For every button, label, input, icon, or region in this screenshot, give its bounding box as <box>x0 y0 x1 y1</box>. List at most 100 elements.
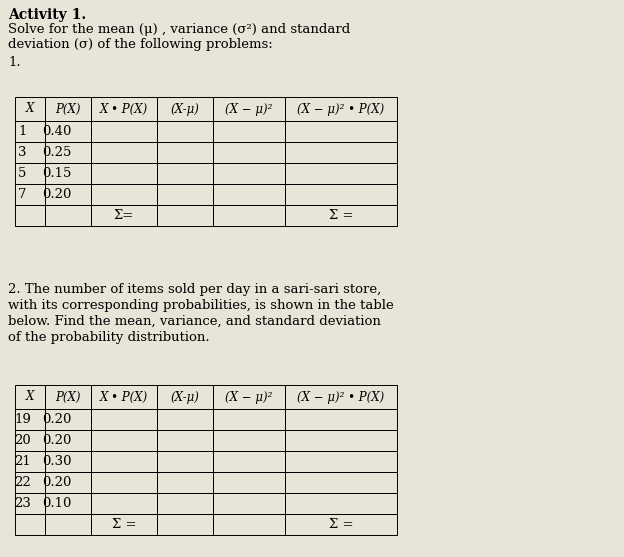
Bar <box>15 493 45 514</box>
Bar <box>45 493 91 514</box>
Bar <box>91 472 157 493</box>
Text: 21: 21 <box>14 455 31 468</box>
Bar <box>91 493 157 514</box>
Bar <box>157 385 213 409</box>
Bar <box>157 451 213 472</box>
Text: 19: 19 <box>14 413 31 426</box>
Bar <box>45 205 91 226</box>
Text: 7: 7 <box>18 188 27 201</box>
Text: with its corresponding probabilities, is shown in the table: with its corresponding probabilities, is… <box>8 299 394 312</box>
Bar <box>285 514 397 535</box>
Text: 0.30: 0.30 <box>42 455 71 468</box>
Text: 3: 3 <box>18 146 27 159</box>
Bar <box>91 409 157 430</box>
Bar <box>91 205 157 226</box>
Text: 22: 22 <box>14 476 31 489</box>
Bar <box>213 205 285 226</box>
Text: 0.20: 0.20 <box>42 476 71 489</box>
Text: Σ =: Σ = <box>329 518 353 531</box>
Bar <box>15 409 45 430</box>
Bar <box>213 121 285 142</box>
Bar <box>91 184 157 205</box>
Bar <box>45 430 91 451</box>
Bar <box>91 97 157 121</box>
Text: Solve for the mean (μ) , variance (σ²) and standard: Solve for the mean (μ) , variance (σ²) a… <box>8 23 350 36</box>
Bar <box>91 385 157 409</box>
Bar <box>213 97 285 121</box>
Bar <box>213 184 285 205</box>
Bar <box>15 97 45 121</box>
Text: Σ=: Σ= <box>114 209 134 222</box>
Bar <box>157 205 213 226</box>
Bar <box>157 142 213 163</box>
Text: 23: 23 <box>14 497 31 510</box>
Text: of the probability distribution.: of the probability distribution. <box>8 331 210 344</box>
Bar <box>15 184 45 205</box>
Text: X: X <box>26 390 34 403</box>
Bar <box>285 409 397 430</box>
Bar <box>157 514 213 535</box>
Bar <box>45 472 91 493</box>
Bar <box>285 385 397 409</box>
Text: Activity 1.: Activity 1. <box>8 8 86 22</box>
Text: 1: 1 <box>18 125 27 138</box>
Bar <box>45 121 91 142</box>
Bar <box>213 514 285 535</box>
Bar <box>91 514 157 535</box>
Bar <box>285 430 397 451</box>
Bar <box>15 142 45 163</box>
Text: (X-μ): (X-μ) <box>170 390 200 403</box>
Text: P(X): P(X) <box>56 102 80 115</box>
Text: 0.10: 0.10 <box>42 497 71 510</box>
Bar <box>15 514 45 535</box>
Bar <box>213 451 285 472</box>
Bar <box>213 142 285 163</box>
Bar <box>15 472 45 493</box>
Bar <box>157 97 213 121</box>
Text: X: X <box>26 102 34 115</box>
Bar <box>285 493 397 514</box>
Bar <box>157 184 213 205</box>
Bar <box>213 493 285 514</box>
Bar <box>157 472 213 493</box>
Bar <box>157 493 213 514</box>
Text: (X-μ): (X-μ) <box>170 102 200 115</box>
Bar <box>157 430 213 451</box>
Bar <box>45 451 91 472</box>
Bar <box>213 163 285 184</box>
Bar <box>213 385 285 409</box>
Text: 1.: 1. <box>8 56 21 69</box>
Text: 0.25: 0.25 <box>42 146 71 159</box>
Bar <box>91 142 157 163</box>
Bar <box>285 97 397 121</box>
Bar <box>285 121 397 142</box>
Bar <box>157 121 213 142</box>
Bar <box>285 472 397 493</box>
Bar <box>45 142 91 163</box>
Text: (X − μ)²: (X − μ)² <box>225 390 273 403</box>
Bar <box>45 184 91 205</box>
Text: Σ =: Σ = <box>112 518 136 531</box>
Bar <box>91 121 157 142</box>
Bar <box>157 163 213 184</box>
Bar <box>45 514 91 535</box>
Bar <box>15 163 45 184</box>
Bar <box>285 205 397 226</box>
Text: Σ =: Σ = <box>329 209 353 222</box>
Bar <box>91 451 157 472</box>
Bar <box>45 163 91 184</box>
Text: below. Find the mean, variance, and standard deviation: below. Find the mean, variance, and stan… <box>8 315 381 328</box>
Text: (X − μ)² • P(X): (X − μ)² • P(X) <box>298 102 384 115</box>
Bar <box>285 184 397 205</box>
Text: 0.20: 0.20 <box>42 413 71 426</box>
Bar <box>15 205 45 226</box>
Bar <box>15 121 45 142</box>
Text: 2. The number of items sold per day in a sari-sari store,: 2. The number of items sold per day in a… <box>8 283 381 296</box>
Text: 0.40: 0.40 <box>42 125 71 138</box>
Text: 0.20: 0.20 <box>42 434 71 447</box>
Bar <box>91 163 157 184</box>
Bar <box>15 451 45 472</box>
Bar <box>45 97 91 121</box>
Bar <box>285 451 397 472</box>
Bar <box>213 472 285 493</box>
